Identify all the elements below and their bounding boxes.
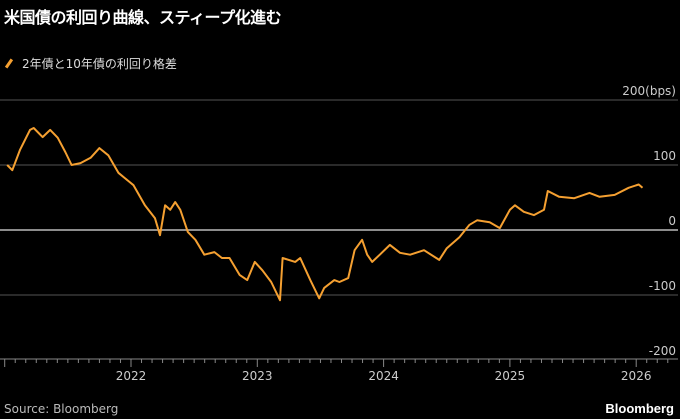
x-tick-label: 2026 (621, 369, 652, 383)
x-tick-label: 2023 (242, 369, 273, 383)
x-tick-label: 2024 (368, 369, 399, 383)
y-tick-label: -100 (649, 279, 676, 293)
x-tick-label: 2022 (116, 369, 147, 383)
y-tick-label: 100 (653, 149, 676, 163)
legend: 2年債と10年債の利回り格差 (4, 55, 177, 72)
legend-label: 2年債と10年債の利回り格差 (22, 57, 177, 71)
bloomberg-logo: Bloomberg (605, 401, 674, 416)
x-tick-label: 2025 (495, 369, 526, 383)
y-tick-label: 0 (668, 214, 676, 228)
source-note: Source: Bloomberg (4, 402, 119, 416)
series-line (6, 127, 644, 302)
y-tick-label: 200(bps) (622, 84, 676, 98)
y-tick-label: -200 (649, 344, 676, 358)
chart-title: 米国債の利回り曲線、スティープ化進む (4, 8, 282, 27)
